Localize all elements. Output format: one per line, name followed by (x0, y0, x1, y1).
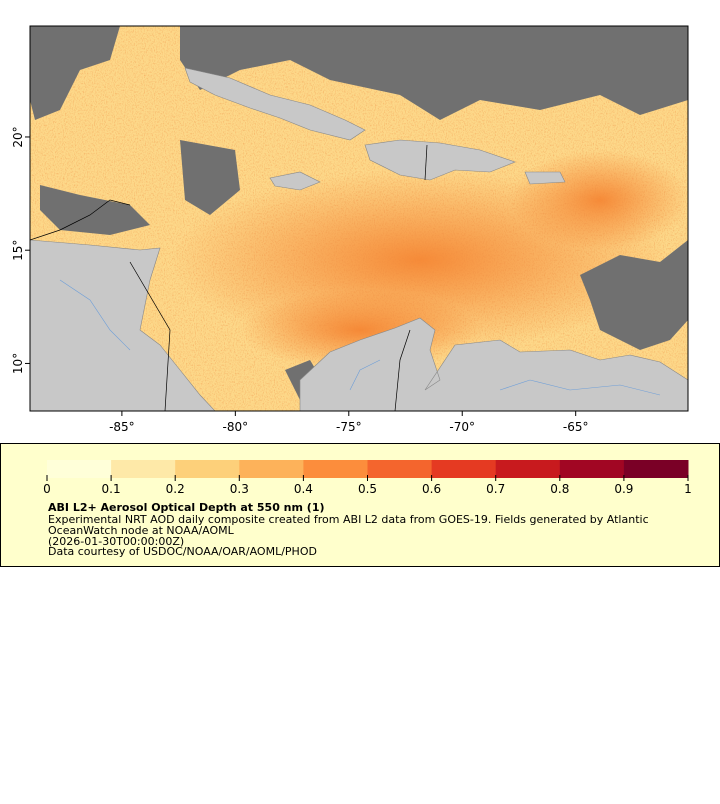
colorbar-tick-label: 0.9 (614, 482, 633, 496)
colorbar-segment (111, 460, 176, 478)
x-tick-label: -65° (563, 420, 589, 434)
colorbar-tick-label: 0.4 (294, 482, 313, 496)
legend-line: Data courtesy of USDOC/NOAA/OAR/AOML/PHO… (48, 545, 317, 558)
rivers (59, 279, 661, 396)
y-tick-label: 20° (11, 126, 25, 147)
borders (30, 144, 428, 411)
colorbar-segment (367, 460, 433, 478)
colorbar-segment (559, 460, 625, 478)
colorbar-tick-label: 1 (684, 482, 692, 496)
colorbar: 0 0.1 0.2 0.3 0.4 0.5 0.6 0.7 0.8 0.9 1 (43, 460, 692, 496)
legend-title: ABI L2+ Aerosol Optical Depth at 550 nm … (48, 501, 325, 514)
y-tick-label: 15° (11, 240, 25, 261)
colorbar-tick-label: 0.8 (550, 482, 569, 496)
cloud-mask (30, 26, 688, 400)
colorbar-tick-label: 0.7 (486, 482, 505, 496)
legend-line: Experimental NRT AOD daily composite cre… (48, 513, 649, 526)
colorbar-segment (495, 460, 561, 478)
y-tick-label: 10° (11, 353, 25, 374)
legend-line: (2026-01-30T00:00:00Z) (48, 535, 184, 548)
axes: -85° -80° -75° -70° -65° 10° 15° 20° (11, 126, 588, 434)
colorbar-tick-label: 0.3 (230, 482, 249, 496)
colorbar-tick-label: 0.2 (166, 482, 185, 496)
map-frame (29, 25, 689, 412)
x-tick-label: -75° (336, 420, 362, 434)
colorbar-tick-label: 0.1 (102, 482, 121, 496)
colorbar-segment (47, 460, 112, 478)
x-tick-label: -80° (223, 420, 249, 434)
x-tick-label: -70° (449, 420, 475, 434)
colorbar-segment (623, 460, 689, 478)
colorbar-tick-label: 0.5 (358, 482, 377, 496)
colorbar-segment (431, 460, 497, 478)
legend-line: OceanWatch node at NOAA/AOML (48, 524, 235, 537)
colorbar-tick-label: 0 (43, 482, 51, 496)
colorbar-segment (239, 460, 304, 478)
colorbar-segment (303, 460, 368, 478)
x-tick-label: -85° (109, 420, 135, 434)
colorbar-tick-label: 0.6 (422, 482, 441, 496)
map-field (30, 26, 688, 411)
colorbar-segment (175, 460, 240, 478)
